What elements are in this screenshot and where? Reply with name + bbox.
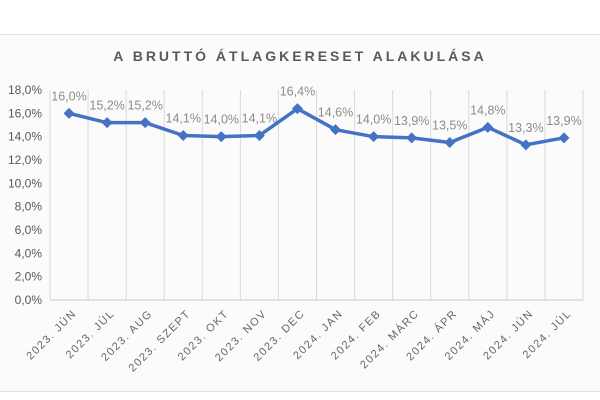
data-label: 16,4% [280,85,315,99]
data-point-marker [215,131,227,143]
chart-title: A BRUTTÓ ÁTLAGKERESET ALAKULÁSA [113,48,487,64]
y-axis-tick-label: 14,0% [8,130,42,144]
data-point-marker [101,117,113,129]
data-label: 14,0% [204,113,239,127]
y-axis-tick-label: 0,0% [15,293,43,307]
y-axis-tick-label: 6,0% [15,223,43,237]
y-axis-tick-label: 8,0% [15,200,43,214]
y-axis-tick-label: 2,0% [15,270,43,284]
data-label: 14,1% [242,112,277,126]
data-label: 14,8% [470,103,505,117]
data-point-marker [177,130,189,141]
data-label: 14,0% [356,113,391,127]
data-point-marker [253,130,265,141]
data-label: 16,0% [51,89,86,103]
y-axis-tick-label: 16,0% [8,106,42,120]
data-point-marker [406,132,418,144]
data-label: 13,5% [432,119,467,133]
data-point-marker [368,131,380,143]
data-label: 13,9% [394,114,429,128]
data-point-marker [291,103,303,115]
data-point-marker [444,137,456,148]
data-point-marker [520,139,532,151]
data-point-marker [330,124,342,136]
chart-card [0,34,600,392]
data-label: 15,2% [89,99,124,113]
line-series [68,106,565,147]
y-axis-tick-label: 4,0% [15,246,43,260]
data-label: 14,6% [318,106,353,120]
data-point-marker [482,121,494,133]
y-axis-tick-label: 18,0% [8,83,42,97]
y-axis-tick-label: 12,0% [8,153,42,167]
data-point-marker [558,132,570,144]
data-label: 13,3% [508,121,543,135]
data-label: 15,2% [127,99,162,113]
data-label: 13,9% [546,114,581,128]
y-axis-tick-label: 10,0% [8,176,42,190]
data-point-marker [63,107,75,119]
data-label: 14,1% [166,112,201,126]
data-point-marker [139,117,151,129]
